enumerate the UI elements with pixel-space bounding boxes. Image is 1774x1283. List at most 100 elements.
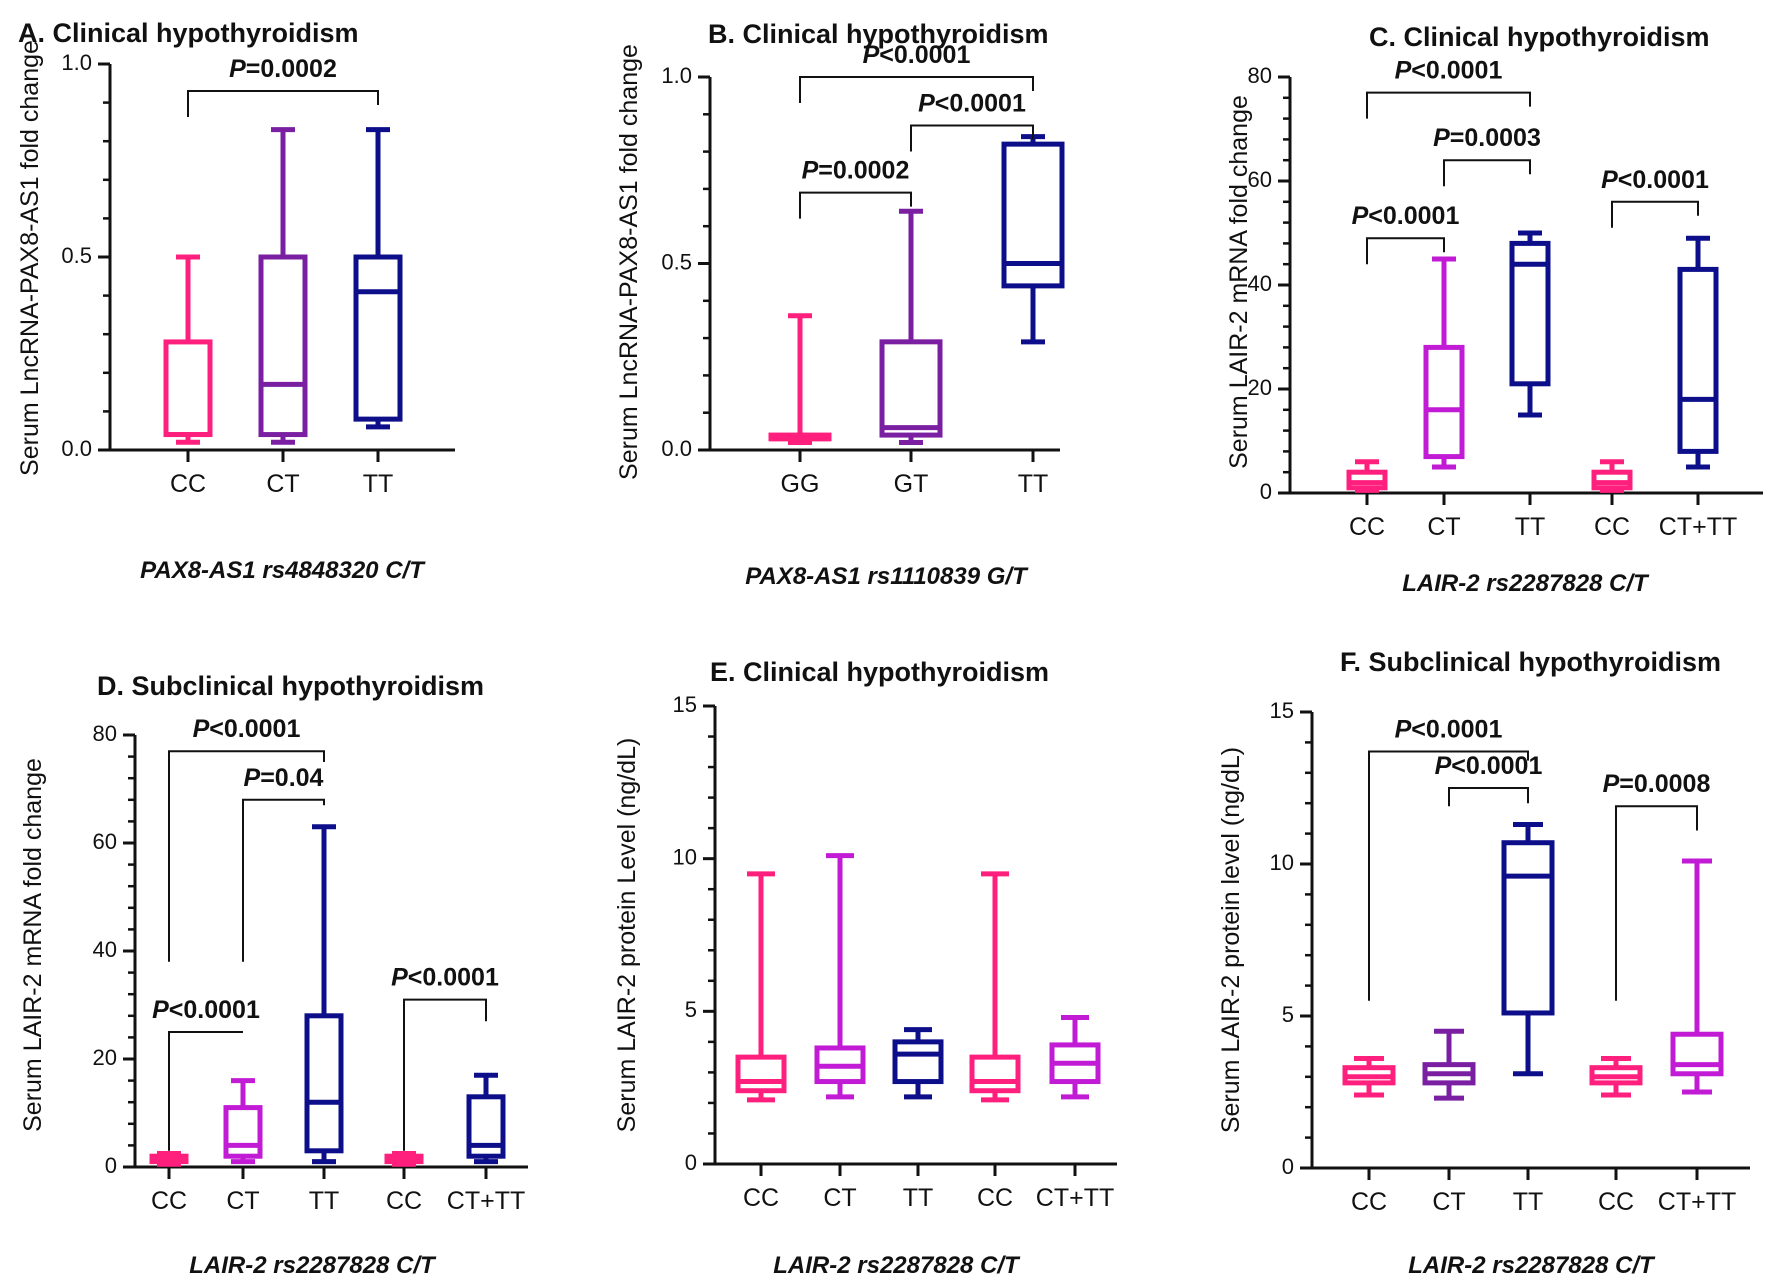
y-tick-label: 10 [673,844,697,869]
box-tt [892,1027,944,1100]
y-tick-label: 60 [1248,167,1272,192]
y-tick-label: 10 [1270,850,1294,875]
x-tick-label-cc: CC [1594,513,1630,541]
bracket-line [1368,750,1529,1001]
x-tick-label-cc: CC [170,470,206,498]
box-ct [1422,1028,1476,1101]
x-tick-label-tt: TT [1515,513,1546,541]
bracket-line [1366,91,1531,119]
significance-bracket: P<0.0001 [1601,166,1709,228]
panel-f-title: F. Subclinical hypothyroidism [1340,647,1721,677]
box-tt [1501,821,1555,1077]
x-tick-label-cc: CC [386,1187,422,1215]
box-cc [735,871,787,1103]
panel-f-x-axis-label: LAIR-2 rs2287828 C/T [1408,1252,1656,1279]
iqr-box [1591,469,1633,491]
y-tick-label: 20 [1248,375,1272,400]
iqr-box [1670,1031,1724,1077]
iqr-box [163,339,213,438]
panel-e-y-axis-label: Serum LAIR-2 protein Level (ng/dL) [613,738,641,1133]
iqr-box [1677,266,1719,454]
iqr-box [258,254,308,438]
significance-bracket: P=0.0002 [799,157,912,219]
panel-e-x-axis-label: LAIR-2 rs2287828 C/T [773,1252,1021,1279]
bracket-line [799,191,912,219]
box-cc [384,1151,424,1167]
x-tick-label-cc: CC [1349,513,1385,541]
significance-bracket: P=0.04 [242,764,325,962]
y-tick-label: 1.0 [61,50,92,75]
x-tick-label-ct: CT [226,1187,259,1215]
bracket-line [1366,237,1445,265]
y-tick-label: 5 [685,997,697,1022]
p-value-label: P<0.0001 [193,715,301,743]
x-tick-label-ct: CT [1427,513,1460,541]
panel-a-title: A. Clinical hypothyroidism [18,18,359,48]
significance-bracket: P=0.0002 [187,55,379,118]
box-cc [149,1151,189,1167]
significance-bracket: P<0.0001 [910,89,1034,152]
x-tick-label-gt: GT [894,470,929,498]
iqr-box [892,1039,944,1085]
y-tick-label: 80 [93,721,117,746]
panel-e-title: E. Clinical hypothyroidism [710,657,1049,687]
box-ct-tt [1677,235,1719,470]
box-ct [258,127,308,445]
bracket-line [1615,805,1698,1001]
x-tick-label-cc: CC [1598,1188,1634,1216]
bracket-line [1443,159,1531,187]
p-value-label: P<0.0001 [1395,57,1503,85]
box-cc [1589,1056,1643,1098]
x-tick-label-tt: TT [903,1184,934,1212]
panel-b: B. Clinical hypothyroidism Serum LncRNA-P… [615,19,1065,590]
bracket-line [910,124,1034,152]
box-cc [1342,1056,1396,1098]
x-tick-label-tt: TT [1018,470,1049,498]
y-tick-label: 0.0 [661,436,692,461]
panel-c-y-axis-label: Serum LAIR-2 mRNA fold change [1225,95,1253,469]
panel-d-y-axis-label: Serum LAIR-2 mRNA fold change [19,758,47,1132]
x-tick-label-tt: TT [1513,1188,1544,1216]
box-ct-tt [1670,858,1724,1095]
box-tt [353,127,403,430]
p-value-label: P<0.0001 [152,996,260,1024]
y-tick-label: 0 [1282,1154,1294,1179]
box-gt [879,208,943,446]
box-tt [304,824,344,1165]
p-value-label: P<0.0001 [391,964,499,992]
iqr-box [1346,469,1388,491]
y-tick-label: 40 [1248,271,1272,296]
significance-bracket: P=0.0008 [1603,770,1710,1001]
box-cc [1591,459,1633,493]
panel-f-y-axis-label: Serum LAIR-2 protein level (ng/dL) [1217,747,1245,1133]
significance-bracket: P<0.0001 [152,996,260,1151]
panel-b-y-axis-label: Serum LncRNA-PAX8-AS1 fold change [615,44,643,480]
x-tick-label-tt: TT [363,470,394,498]
x-tick-label-ct: CT [1432,1188,1465,1216]
bracket-line [1611,200,1699,228]
p-value-label: P<0.0001 [1601,166,1709,194]
box-tt [1001,134,1065,345]
iqr-box [223,1105,263,1159]
y-tick-label: 15 [673,692,697,717]
iqr-box [879,339,943,438]
panel-c-x-axis-label: LAIR-2 rs2287828 C/T [1402,570,1650,597]
p-value-label: P<0.0001 [1435,752,1543,780]
panel-f: F. Subclinical hypothyroidism Serum LAIR-… [1217,647,1750,1279]
significance-bracket: P<0.0001 [391,964,499,1151]
p-value-label: P=0.0002 [802,157,910,185]
p-value-label: P<0.0001 [863,41,971,69]
x-tick-label-ct-tt: CT+TT [1659,513,1737,541]
y-tick-label: 0 [685,1150,697,1175]
panel-b-x-axis-label: PAX8-AS1 rs1110839 G/T [745,563,1029,590]
panel-e: E. Clinical hypothyroidism Serum LAIR-2 p… [613,657,1117,1279]
p-value-label: P<0.0001 [918,89,1026,117]
bracket-line [799,76,1034,103]
iqr-box [353,254,403,422]
box-gg [768,313,832,446]
panel-a-y-axis-label: Serum LncRNA-PAX8-AS1 fold change [16,40,44,476]
x-tick-label-cc: CC [977,1184,1013,1212]
significance-bracket: P<0.0001 [1366,57,1531,119]
